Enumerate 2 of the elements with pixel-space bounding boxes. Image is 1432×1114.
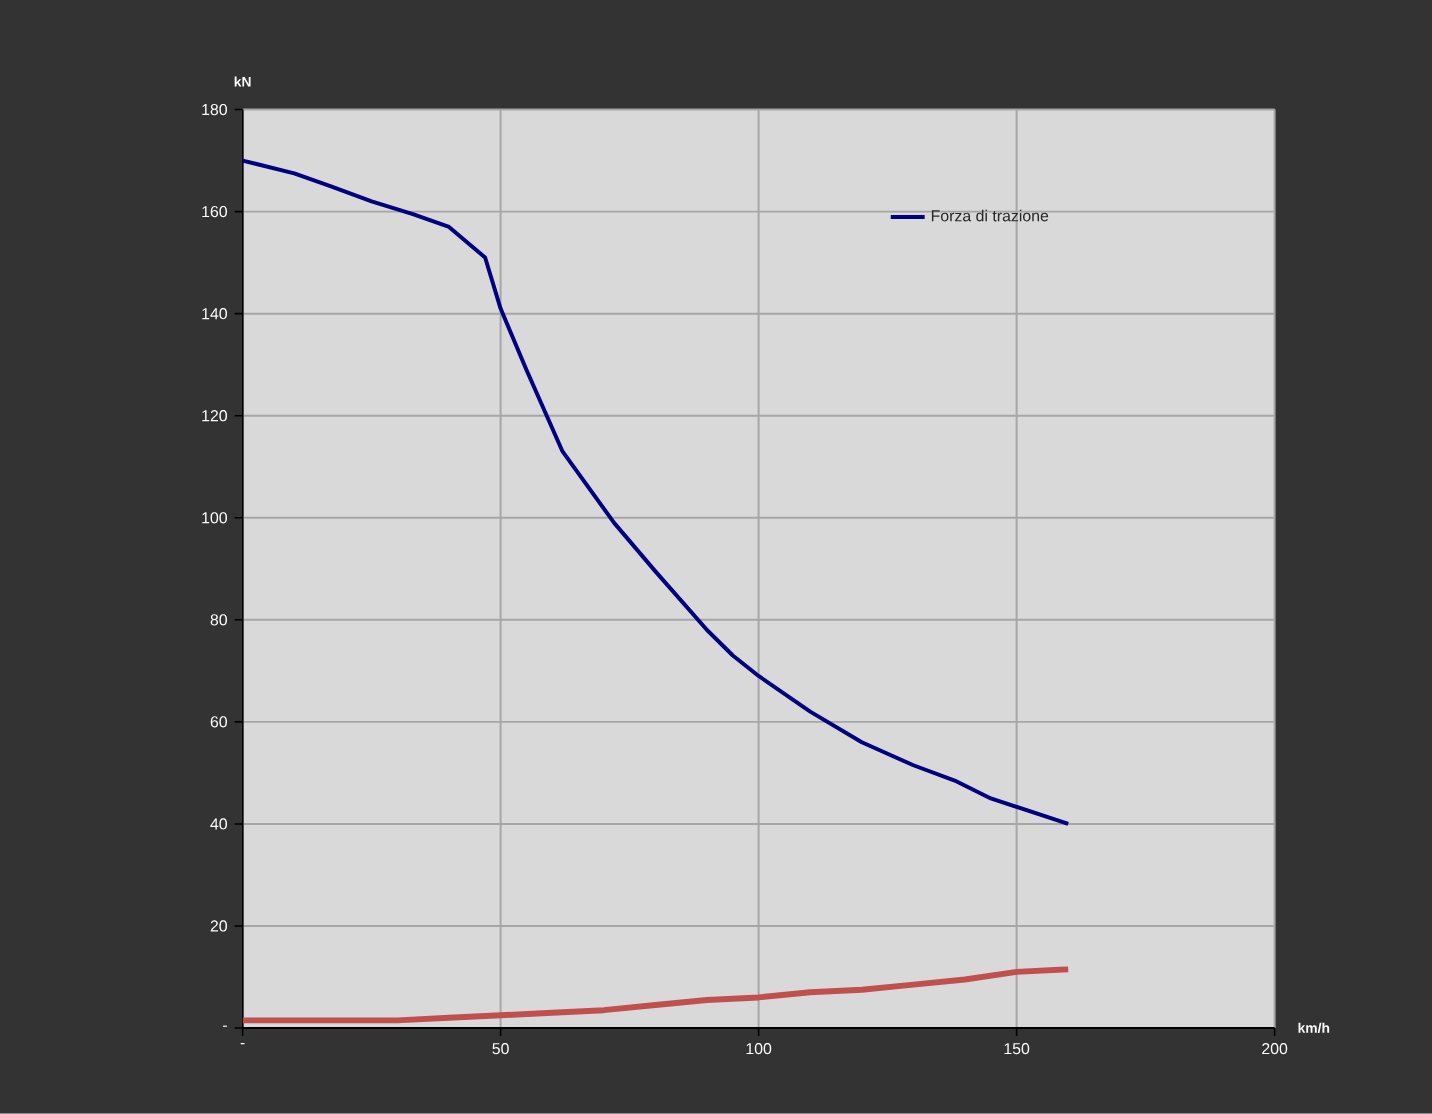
line-series: [242, 966, 1072, 1024]
line-series: [242, 158, 1071, 827]
